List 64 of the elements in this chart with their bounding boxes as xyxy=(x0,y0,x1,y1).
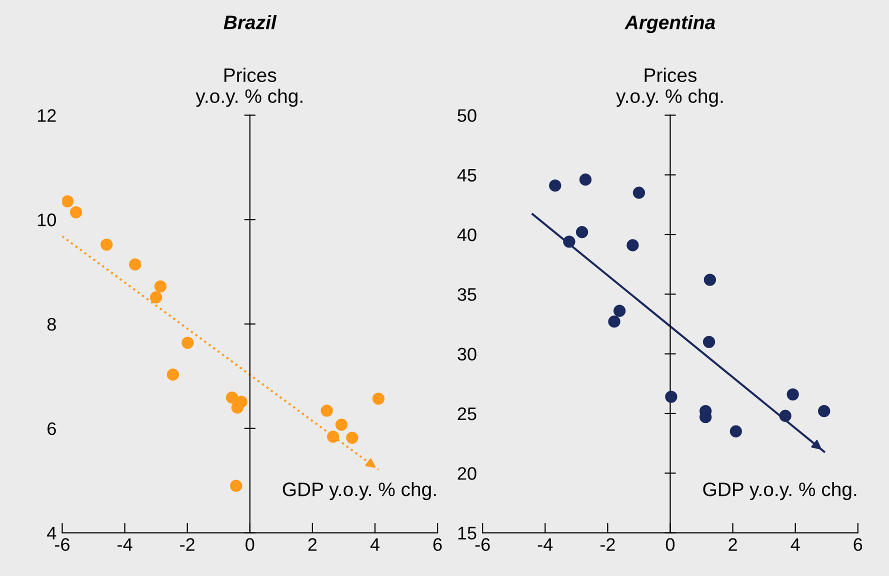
y-tick-label: 12 xyxy=(38,109,56,122)
x-tick-label: -4 xyxy=(118,538,132,551)
y-tick-label: 10 xyxy=(38,214,56,226)
point xyxy=(730,425,742,438)
y-tick-label: 30 xyxy=(458,348,476,361)
point xyxy=(235,396,248,408)
point xyxy=(704,274,716,286)
point xyxy=(150,291,162,304)
x-tick-label: -6 xyxy=(475,538,490,551)
point xyxy=(549,180,562,192)
point xyxy=(100,238,113,251)
point xyxy=(327,430,340,443)
y-tick-label: 40 xyxy=(457,228,476,242)
y-axis-title: Prices y.o.y. % chg. xyxy=(616,68,723,107)
point xyxy=(632,186,646,199)
point xyxy=(779,410,792,422)
point xyxy=(230,480,242,492)
point xyxy=(608,316,620,328)
point xyxy=(818,405,830,418)
point xyxy=(62,195,74,208)
y-tick-label: 50 xyxy=(458,109,476,122)
x-tick-label: 0 xyxy=(246,538,254,551)
chart-title: Brazil xyxy=(224,15,277,30)
x-tick-label: 6 xyxy=(433,538,442,551)
chart-title: Argentina xyxy=(624,15,716,34)
x-tick-label: 4 xyxy=(790,538,800,551)
x-tick-label: 2 xyxy=(308,538,317,551)
x-tick-label: -6 xyxy=(55,538,70,551)
y-tick-label: 45 xyxy=(457,168,476,182)
y-tick-label: 4 xyxy=(47,526,56,540)
x-tick-label: 2 xyxy=(728,538,737,551)
point xyxy=(154,280,167,292)
point xyxy=(563,236,576,248)
point xyxy=(665,390,678,403)
point xyxy=(335,418,348,431)
x-tick-label: 6 xyxy=(854,538,862,551)
point xyxy=(626,239,639,252)
x-tick-label: 4 xyxy=(370,538,380,551)
y-axis-title: Prices y.o.y. % chg. xyxy=(196,68,302,107)
y-tick-label: 8 xyxy=(47,318,56,331)
y-tick-label: 25 xyxy=(458,407,476,420)
point xyxy=(346,432,358,444)
point xyxy=(613,304,626,317)
point xyxy=(372,392,384,405)
x-axis-title: GDP y.o.y. % chg. xyxy=(703,482,856,500)
point xyxy=(320,404,333,417)
y-tick-label: 20 xyxy=(458,467,476,480)
x-axis-title: GDP y.o.y. % chg. xyxy=(282,482,436,500)
point xyxy=(579,174,592,186)
point xyxy=(182,336,194,349)
x-tick-label: -2 xyxy=(600,538,615,551)
point xyxy=(166,368,180,381)
point xyxy=(226,392,238,404)
x-tick-label: -4 xyxy=(538,538,553,551)
x-tick-label: -2 xyxy=(180,538,194,551)
point xyxy=(786,388,799,400)
y-tick-label: 35 xyxy=(458,288,476,301)
x-tick-label: 0 xyxy=(666,538,675,551)
point xyxy=(576,226,588,238)
y-tick-label: 15 xyxy=(458,526,476,540)
point xyxy=(129,258,142,271)
y-tick-label: 6 xyxy=(48,422,56,436)
point xyxy=(702,336,716,348)
point xyxy=(70,206,82,218)
